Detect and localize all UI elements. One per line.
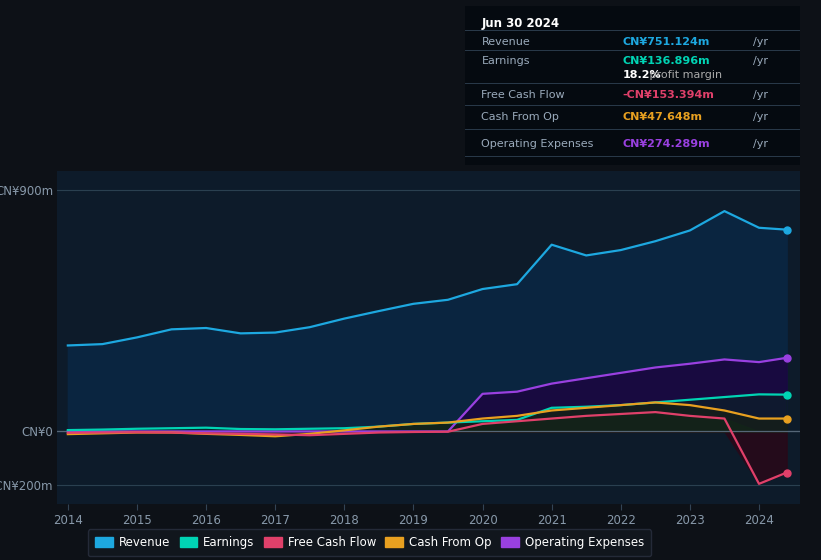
Text: /yr: /yr (754, 139, 768, 150)
Text: Operating Expenses: Operating Expenses (481, 139, 594, 150)
Text: CN¥751.124m: CN¥751.124m (622, 38, 710, 47)
Text: /yr: /yr (754, 90, 768, 100)
Text: Earnings: Earnings (481, 55, 530, 66)
Text: Revenue: Revenue (481, 38, 530, 47)
Text: -CN¥153.394m: -CN¥153.394m (622, 90, 714, 100)
Text: Free Cash Flow: Free Cash Flow (481, 90, 565, 100)
Text: CN¥274.289m: CN¥274.289m (622, 139, 710, 150)
Text: /yr: /yr (754, 38, 768, 47)
Text: CN¥47.648m: CN¥47.648m (622, 111, 703, 122)
Legend: Revenue, Earnings, Free Cash Flow, Cash From Op, Operating Expenses: Revenue, Earnings, Free Cash Flow, Cash … (88, 529, 651, 557)
Text: profit margin: profit margin (646, 70, 722, 80)
Text: Jun 30 2024: Jun 30 2024 (481, 17, 560, 30)
Text: 18.2%: 18.2% (622, 70, 661, 80)
Text: /yr: /yr (754, 55, 768, 66)
Text: CN¥136.896m: CN¥136.896m (622, 55, 710, 66)
Text: Cash From Op: Cash From Op (481, 111, 559, 122)
Text: /yr: /yr (754, 111, 768, 122)
